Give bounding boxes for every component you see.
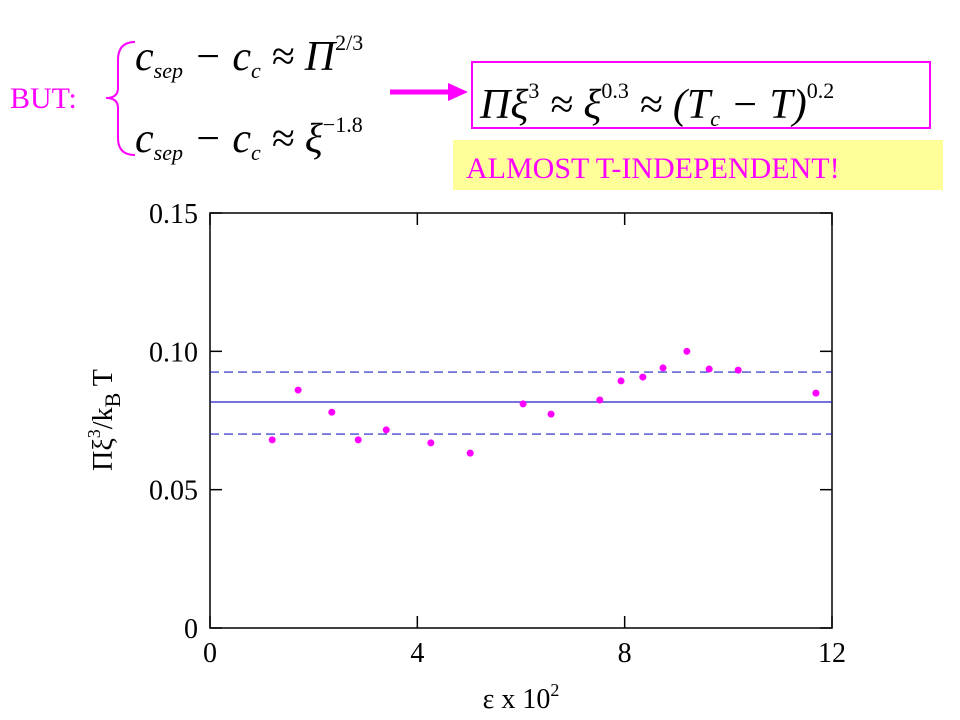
y-label-part: Πξ [88, 438, 119, 471]
equation-box [471, 61, 931, 129]
x-axis-label: ε x 102 [483, 680, 560, 715]
equation-part: 0.3 [601, 78, 629, 103]
but-label: BUT: [10, 82, 77, 115]
equation-part: sep [154, 58, 183, 83]
y-tick-label: 0.05 [149, 476, 198, 507]
y-tick-label: 0 [184, 614, 198, 645]
data-point [294, 386, 302, 394]
data-point [519, 400, 527, 408]
y-tick-label: 0.10 [149, 337, 198, 368]
data-point [596, 396, 604, 404]
data-point [354, 436, 362, 444]
x-label-part: ε x 10 [483, 684, 551, 715]
y-label-part: B [100, 393, 125, 408]
equation-part: ≈ (T [629, 82, 713, 128]
equation-part: − c [183, 34, 251, 80]
data-point [466, 449, 474, 457]
equation-part: c [135, 34, 154, 80]
equation-part: ≈ ξ [261, 116, 323, 162]
data-point [617, 377, 625, 385]
data-point [683, 347, 691, 355]
equation-part: c [251, 140, 261, 165]
data-point [328, 408, 336, 416]
equation-part: c [710, 106, 720, 131]
x-tick-label: 4 [410, 638, 424, 669]
equation-part: c [251, 58, 261, 83]
data-point [547, 410, 555, 418]
data-point [382, 426, 390, 434]
data-point [427, 439, 435, 447]
note-box [453, 140, 943, 190]
note: ALMOST T-INDEPENDENT! [466, 152, 840, 185]
plot-frame [209, 212, 833, 629]
equation-part: 3 [528, 78, 539, 103]
y-label-part: T [88, 369, 119, 393]
equation: csep − cc ≈ Π2/3 [135, 30, 363, 83]
equation: Πξ3 ≈ ξ0.3 ≈ (Tc − T)0.2 [479, 78, 834, 131]
data-point [268, 436, 276, 444]
equation-part: c [135, 116, 154, 162]
equation-part: − c [183, 116, 251, 162]
data-point [639, 373, 647, 381]
y-label-part: 3 [84, 429, 104, 438]
equation: csep − cc ≈ ξ−1.8 [135, 112, 363, 165]
equation-part: −1.8 [323, 112, 363, 137]
x-tick-label: 8 [618, 638, 632, 669]
brace [105, 41, 136, 156]
arrow-head [448, 83, 468, 101]
x-tick-label: 12 [818, 638, 846, 669]
x-tick-label: 0 [203, 638, 217, 669]
equation-part: 0.2 [807, 78, 835, 103]
y-tick-label: 0.15 [149, 199, 198, 230]
equation-part: ≈ Π [261, 34, 338, 80]
data-point [659, 364, 667, 372]
equation-part: ≈ ξ [539, 82, 601, 128]
data-point [705, 365, 713, 373]
equation-part: 2/3 [335, 30, 363, 55]
y-label-part: /k [88, 407, 119, 429]
equation-part: sep [154, 140, 183, 165]
x-label-part: 2 [550, 680, 559, 700]
data-point [734, 366, 742, 374]
y-axis-label: Πξ3/kB T [84, 369, 125, 471]
data-point [812, 389, 820, 397]
equation-part: Πξ [479, 82, 528, 128]
equation-part: − T) [720, 82, 807, 128]
